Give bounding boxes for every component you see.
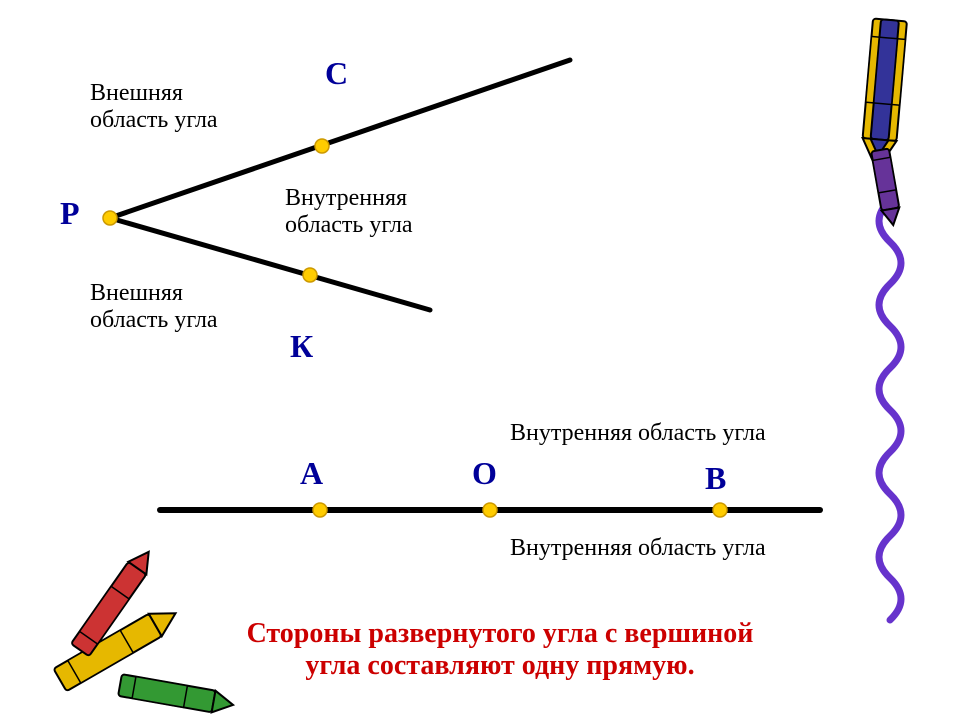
vertex-label-O: О [472, 455, 497, 492]
label-inner-region-above-line: Внутренняя область угла [510, 420, 766, 447]
label-outer-region-top: Внешняя область угла [90, 80, 218, 134]
label-outer-region-bottom: Внешняя область угла [90, 280, 218, 334]
conclusion-text: Стороны развернутого угла с вершиной угл… [170, 618, 830, 682]
vertex-label-K: К [290, 328, 313, 365]
vertex-label-P: Р [60, 195, 80, 232]
label-inner-region-angle1: Внутренняя область угла [285, 185, 413, 239]
label-inner-region-below-line: Внутренняя область угла [510, 535, 766, 562]
vertex-label-C: С [325, 55, 348, 92]
conclusion-line1: Стороны развернутого угла с вершиной [247, 618, 754, 649]
vertex-label-A: А [300, 455, 323, 492]
diagram-stage: { "canvas": { "width": 960, "height": 72… [0, 0, 960, 720]
conclusion-line2: угла составляют одну прямую. [305, 650, 694, 681]
vertex-label-B: В [705, 460, 726, 497]
